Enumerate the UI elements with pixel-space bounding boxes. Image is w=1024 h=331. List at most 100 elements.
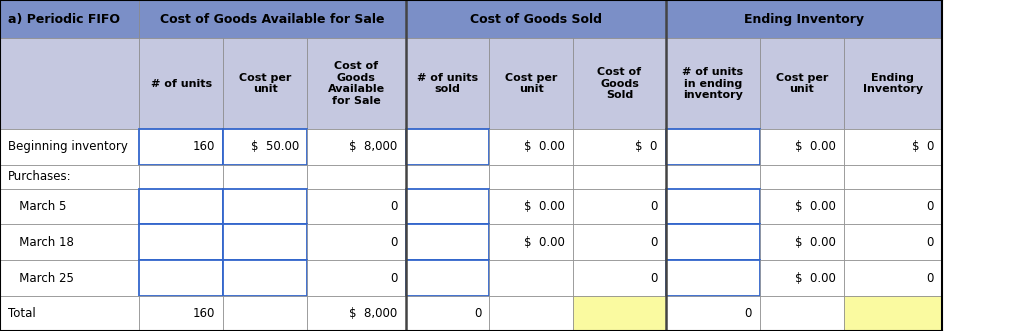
FancyBboxPatch shape xyxy=(573,260,666,296)
FancyBboxPatch shape xyxy=(489,224,573,260)
FancyBboxPatch shape xyxy=(573,189,666,224)
FancyBboxPatch shape xyxy=(489,129,573,165)
Text: 0: 0 xyxy=(390,236,397,249)
Text: Total: Total xyxy=(8,307,36,320)
Text: $  0.00: $ 0.00 xyxy=(524,236,565,249)
FancyBboxPatch shape xyxy=(844,260,942,296)
Text: Cost per
unit: Cost per unit xyxy=(239,73,292,94)
FancyBboxPatch shape xyxy=(406,129,489,165)
FancyBboxPatch shape xyxy=(0,296,139,331)
FancyBboxPatch shape xyxy=(573,296,666,331)
Text: 0: 0 xyxy=(650,200,657,213)
FancyBboxPatch shape xyxy=(0,260,139,296)
Text: 160: 160 xyxy=(193,140,215,154)
Text: $  8,000: $ 8,000 xyxy=(349,140,397,154)
FancyBboxPatch shape xyxy=(666,129,760,165)
Text: 0: 0 xyxy=(927,236,934,249)
FancyBboxPatch shape xyxy=(0,165,139,189)
FancyBboxPatch shape xyxy=(0,38,139,129)
FancyBboxPatch shape xyxy=(489,38,573,129)
Text: Cost of Goods Sold: Cost of Goods Sold xyxy=(470,13,601,25)
FancyBboxPatch shape xyxy=(844,129,942,165)
FancyBboxPatch shape xyxy=(406,224,489,260)
FancyBboxPatch shape xyxy=(406,0,666,38)
FancyBboxPatch shape xyxy=(0,224,139,260)
Text: Cost of Goods Available for Sale: Cost of Goods Available for Sale xyxy=(160,13,385,25)
FancyBboxPatch shape xyxy=(223,224,307,260)
FancyBboxPatch shape xyxy=(760,189,844,224)
Text: $  0: $ 0 xyxy=(911,140,934,154)
Text: 0: 0 xyxy=(650,271,657,285)
Text: March 5: March 5 xyxy=(8,200,67,213)
FancyBboxPatch shape xyxy=(760,260,844,296)
FancyBboxPatch shape xyxy=(489,165,573,189)
FancyBboxPatch shape xyxy=(406,38,489,129)
FancyBboxPatch shape xyxy=(666,296,760,331)
FancyBboxPatch shape xyxy=(0,0,139,38)
Text: # of units
in ending
inventory: # of units in ending inventory xyxy=(682,67,743,100)
FancyBboxPatch shape xyxy=(139,296,223,331)
Text: 0: 0 xyxy=(390,200,397,213)
Text: 0: 0 xyxy=(927,200,934,213)
FancyBboxPatch shape xyxy=(223,296,307,331)
FancyBboxPatch shape xyxy=(406,260,489,296)
Text: Cost of
Goods
Available
for Sale: Cost of Goods Available for Sale xyxy=(328,61,385,106)
FancyBboxPatch shape xyxy=(573,129,666,165)
Text: $  0.00: $ 0.00 xyxy=(795,236,836,249)
FancyBboxPatch shape xyxy=(406,189,489,224)
FancyBboxPatch shape xyxy=(307,224,406,260)
FancyBboxPatch shape xyxy=(489,189,573,224)
FancyBboxPatch shape xyxy=(139,189,223,224)
FancyBboxPatch shape xyxy=(307,260,406,296)
Text: $  0.00: $ 0.00 xyxy=(795,200,836,213)
FancyBboxPatch shape xyxy=(666,0,942,38)
FancyBboxPatch shape xyxy=(139,165,223,189)
FancyBboxPatch shape xyxy=(489,296,573,331)
FancyBboxPatch shape xyxy=(223,38,307,129)
FancyBboxPatch shape xyxy=(760,296,844,331)
Text: $  8,000: $ 8,000 xyxy=(349,307,397,320)
FancyBboxPatch shape xyxy=(307,165,406,189)
FancyBboxPatch shape xyxy=(139,224,223,260)
FancyBboxPatch shape xyxy=(139,129,223,165)
FancyBboxPatch shape xyxy=(307,129,406,165)
FancyBboxPatch shape xyxy=(666,260,760,296)
FancyBboxPatch shape xyxy=(844,296,942,331)
FancyBboxPatch shape xyxy=(223,189,307,224)
Text: Ending
Inventory: Ending Inventory xyxy=(863,73,923,94)
FancyBboxPatch shape xyxy=(760,165,844,189)
Text: Purchases:: Purchases: xyxy=(8,170,72,183)
Text: $  50.00: $ 50.00 xyxy=(251,140,299,154)
Text: Cost per
unit: Cost per unit xyxy=(505,73,558,94)
Text: 160: 160 xyxy=(193,307,215,320)
FancyBboxPatch shape xyxy=(760,224,844,260)
Text: 0: 0 xyxy=(744,307,752,320)
Text: March 18: March 18 xyxy=(8,236,74,249)
FancyBboxPatch shape xyxy=(666,224,760,260)
FancyBboxPatch shape xyxy=(307,38,406,129)
FancyBboxPatch shape xyxy=(760,38,844,129)
FancyBboxPatch shape xyxy=(760,129,844,165)
Text: $  0.00: $ 0.00 xyxy=(524,200,565,213)
Text: $  0: $ 0 xyxy=(635,140,657,154)
FancyBboxPatch shape xyxy=(139,0,406,38)
FancyBboxPatch shape xyxy=(666,38,760,129)
FancyBboxPatch shape xyxy=(406,296,489,331)
Text: Beginning inventory: Beginning inventory xyxy=(8,140,128,154)
FancyBboxPatch shape xyxy=(223,129,307,165)
FancyBboxPatch shape xyxy=(307,189,406,224)
Text: Cost of
Goods
Sold: Cost of Goods Sold xyxy=(597,67,642,100)
Text: $  0.00: $ 0.00 xyxy=(795,271,836,285)
FancyBboxPatch shape xyxy=(0,129,139,165)
Text: # of units: # of units xyxy=(151,78,212,89)
Text: $  0.00: $ 0.00 xyxy=(795,140,836,154)
FancyBboxPatch shape xyxy=(139,260,223,296)
Text: 0: 0 xyxy=(650,236,657,249)
Text: Cost per
unit: Cost per unit xyxy=(775,73,828,94)
FancyBboxPatch shape xyxy=(223,165,307,189)
Text: 0: 0 xyxy=(474,307,481,320)
FancyBboxPatch shape xyxy=(489,260,573,296)
FancyBboxPatch shape xyxy=(406,165,489,189)
FancyBboxPatch shape xyxy=(666,165,760,189)
FancyBboxPatch shape xyxy=(844,38,942,129)
